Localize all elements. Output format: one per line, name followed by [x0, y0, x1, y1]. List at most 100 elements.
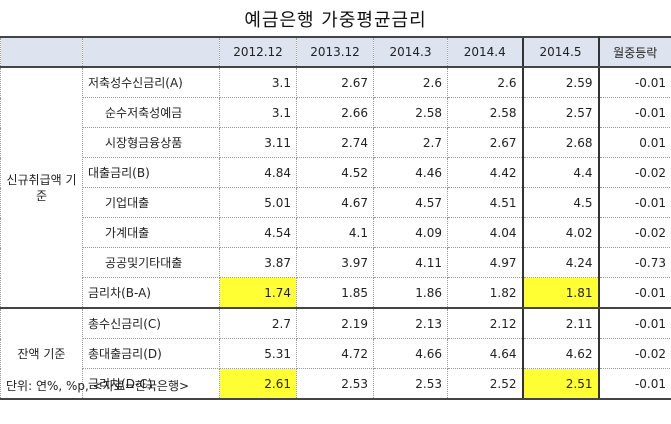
value-cell: 2.53 — [296, 368, 374, 400]
value-cell: 2.11 — [521, 307, 600, 339]
value-cell: 4.02 — [521, 217, 600, 248]
value-cell: 4.57 — [373, 187, 448, 218]
value-cell: -0.02 — [598, 217, 671, 248]
value-cell: -0.01 — [598, 368, 671, 400]
value-cell: -0.02 — [598, 338, 671, 369]
value-cell: 3.1 — [219, 66, 297, 98]
value-cell: 4.46 — [373, 157, 448, 188]
value-cell: 2.6 — [447, 66, 523, 98]
value-cell: 4.51 — [447, 187, 523, 218]
value-cell: 4.1 — [296, 217, 374, 248]
unit-source-note: 단위: 연%, %p, <자료=한국은행> — [6, 379, 190, 393]
value-cell: 2.57 — [521, 97, 600, 128]
row-label: 총대출금리(D) — [82, 338, 220, 369]
value-cell: 4.5 — [521, 187, 600, 218]
value-cell: 1.74 — [219, 277, 297, 309]
value-cell: 2.53 — [373, 368, 448, 400]
row-label: 가계대출 — [82, 217, 220, 248]
row-label: 시장형금융상품 — [82, 127, 220, 158]
table-row: 공공및기타대출 3.87 3.97 4.11 4.97 4.24 -0.73 — [1, 247, 671, 278]
value-cell: 4.09 — [373, 217, 448, 248]
value-cell: -0.02 — [598, 157, 671, 188]
value-cell: 2.52 — [447, 368, 523, 400]
row-label: 총수신금리(C) — [82, 307, 220, 339]
table-row: 대출금리(B) 4.84 4.52 4.46 4.42 4.4 -0.02 — [1, 157, 671, 188]
group-label: 신규취급액 기준 — [0, 66, 83, 309]
value-cell: 4.62 — [521, 338, 600, 369]
value-cell: -0.01 — [598, 307, 671, 339]
value-cell: 3.11 — [219, 127, 297, 158]
value-cell: 3.97 — [296, 247, 374, 278]
value-cell: 5.01 — [219, 187, 297, 218]
table-row: 순수저축성예금 3.1 2.66 2.58 2.58 2.57 -0.01 — [1, 97, 671, 128]
value-cell: 4.66 — [373, 338, 448, 369]
value-cell: 2.12 — [447, 307, 523, 339]
table-row: 신규취급액 기준 저축성수신금리(A) 3.1 2.67 2.6 2.6 2.59 -0.01 — [0, 66, 671, 309]
value-cell: 2.58 — [373, 97, 448, 128]
header-blank-cell — [82, 36, 220, 68]
value-cell: 4.52 — [296, 157, 374, 188]
table-row: 금리차(B-A) 1.74 1.85 1.86 1.82 1.81 -0.01 — [1, 277, 671, 309]
value-cell: 2.59 — [521, 66, 600, 98]
value-cell: 4.72 — [296, 338, 374, 369]
table-row: 잔액 기준 총수신금리(C) 2.7 2.19 2.13 2.12 2.11 -0.01 — [0, 307, 671, 400]
value-cell: 1.86 — [373, 277, 448, 309]
value-cell: 3.1 — [219, 97, 297, 128]
value-cell: 1.81 — [521, 277, 600, 309]
column-header: 2014.3 — [373, 36, 448, 68]
value-cell: 2.51 — [521, 368, 600, 400]
value-cell: 0.01 — [598, 127, 671, 158]
value-cell: 5.31 — [219, 338, 297, 369]
value-cell: -0.01 — [598, 66, 671, 98]
value-cell: 4.04 — [447, 217, 523, 248]
value-cell: 1.82 — [447, 277, 523, 309]
value-cell: 4.84 — [219, 157, 297, 188]
value-cell: 4.42 — [447, 157, 523, 188]
value-cell: 4.67 — [296, 187, 374, 218]
row-label: 저축성수신금리(A) — [82, 66, 220, 98]
rate-table: 2012.12 2013.12 2014.3 2014.4 2014.5 월중등… — [0, 36, 671, 400]
table-row: 금리차(D-C) 2.61 2.53 2.53 2.52 2.51 -0.01 — [1, 368, 671, 400]
table-row: 총대출금리(D) 5.31 4.72 4.66 4.64 4.62 -0.02 — [1, 338, 671, 369]
column-header: 2013.12 — [296, 36, 374, 68]
group-label: 잔액 기준 — [0, 307, 83, 400]
value-cell: 3.87 — [219, 247, 297, 278]
value-cell: 2.7 — [219, 307, 297, 339]
value-cell: 2.13 — [373, 307, 448, 339]
table-row: 가계대출 4.54 4.1 4.09 4.04 4.02 -0.02 — [1, 217, 671, 248]
row-label: 대출금리(B) — [82, 157, 220, 188]
rate-table-container: 2012.12 2013.12 2014.3 2014.4 2014.5 월중등… — [0, 36, 671, 400]
column-header: 2014.5 — [521, 36, 600, 68]
page-title: 예금은행 가중평균금리 — [244, 10, 427, 31]
value-cell: 2.58 — [447, 97, 523, 128]
value-cell: 1.85 — [296, 277, 374, 309]
row-label: 기업대출 — [82, 187, 220, 218]
value-cell: -0.01 — [598, 187, 671, 218]
row-label: 금리차(D-C) — [82, 368, 220, 400]
column-header: 2014.4 — [447, 36, 523, 68]
value-cell: 2.74 — [296, 127, 374, 158]
value-cell: 4.11 — [373, 247, 448, 278]
header-blank-cell — [0, 36, 83, 68]
table-row: 시장형금융상품 3.11 2.74 2.7 2.67 2.68 0.01 — [1, 127, 671, 158]
value-cell: 2.61 — [219, 368, 297, 400]
row-label: 공공및기타대출 — [82, 247, 220, 278]
value-cell: 2.7 — [373, 127, 448, 158]
value-cell: 2.68 — [521, 127, 600, 158]
table-body: 신규취급액 기준 저축성수신금리(A) 3.1 2.67 2.6 2.6 2.59 -0.01… — [0, 66, 671, 400]
value-cell: -0.01 — [598, 97, 671, 128]
value-cell: 4.97 — [447, 247, 523, 278]
header-row: 2012.12 2013.12 2014.3 2014.4 2014.5 월중등… — [0, 36, 671, 68]
value-cell: 2.67 — [296, 66, 374, 98]
column-header: 2012.12 — [219, 36, 297, 68]
value-cell: -0.01 — [598, 277, 671, 309]
value-cell: 4.64 — [447, 338, 523, 369]
value-cell: -0.73 — [598, 247, 671, 278]
value-cell: 4.24 — [521, 247, 600, 278]
row-label: 금리차(B-A) — [82, 277, 220, 309]
table-row: 기업대출 5.01 4.67 4.57 4.51 4.5 -0.01 — [1, 187, 671, 218]
row-label: 순수저축성예금 — [82, 97, 220, 128]
value-cell: 2.67 — [447, 127, 523, 158]
column-header: 월중등락 — [598, 36, 671, 68]
value-cell: 2.66 — [296, 97, 374, 128]
